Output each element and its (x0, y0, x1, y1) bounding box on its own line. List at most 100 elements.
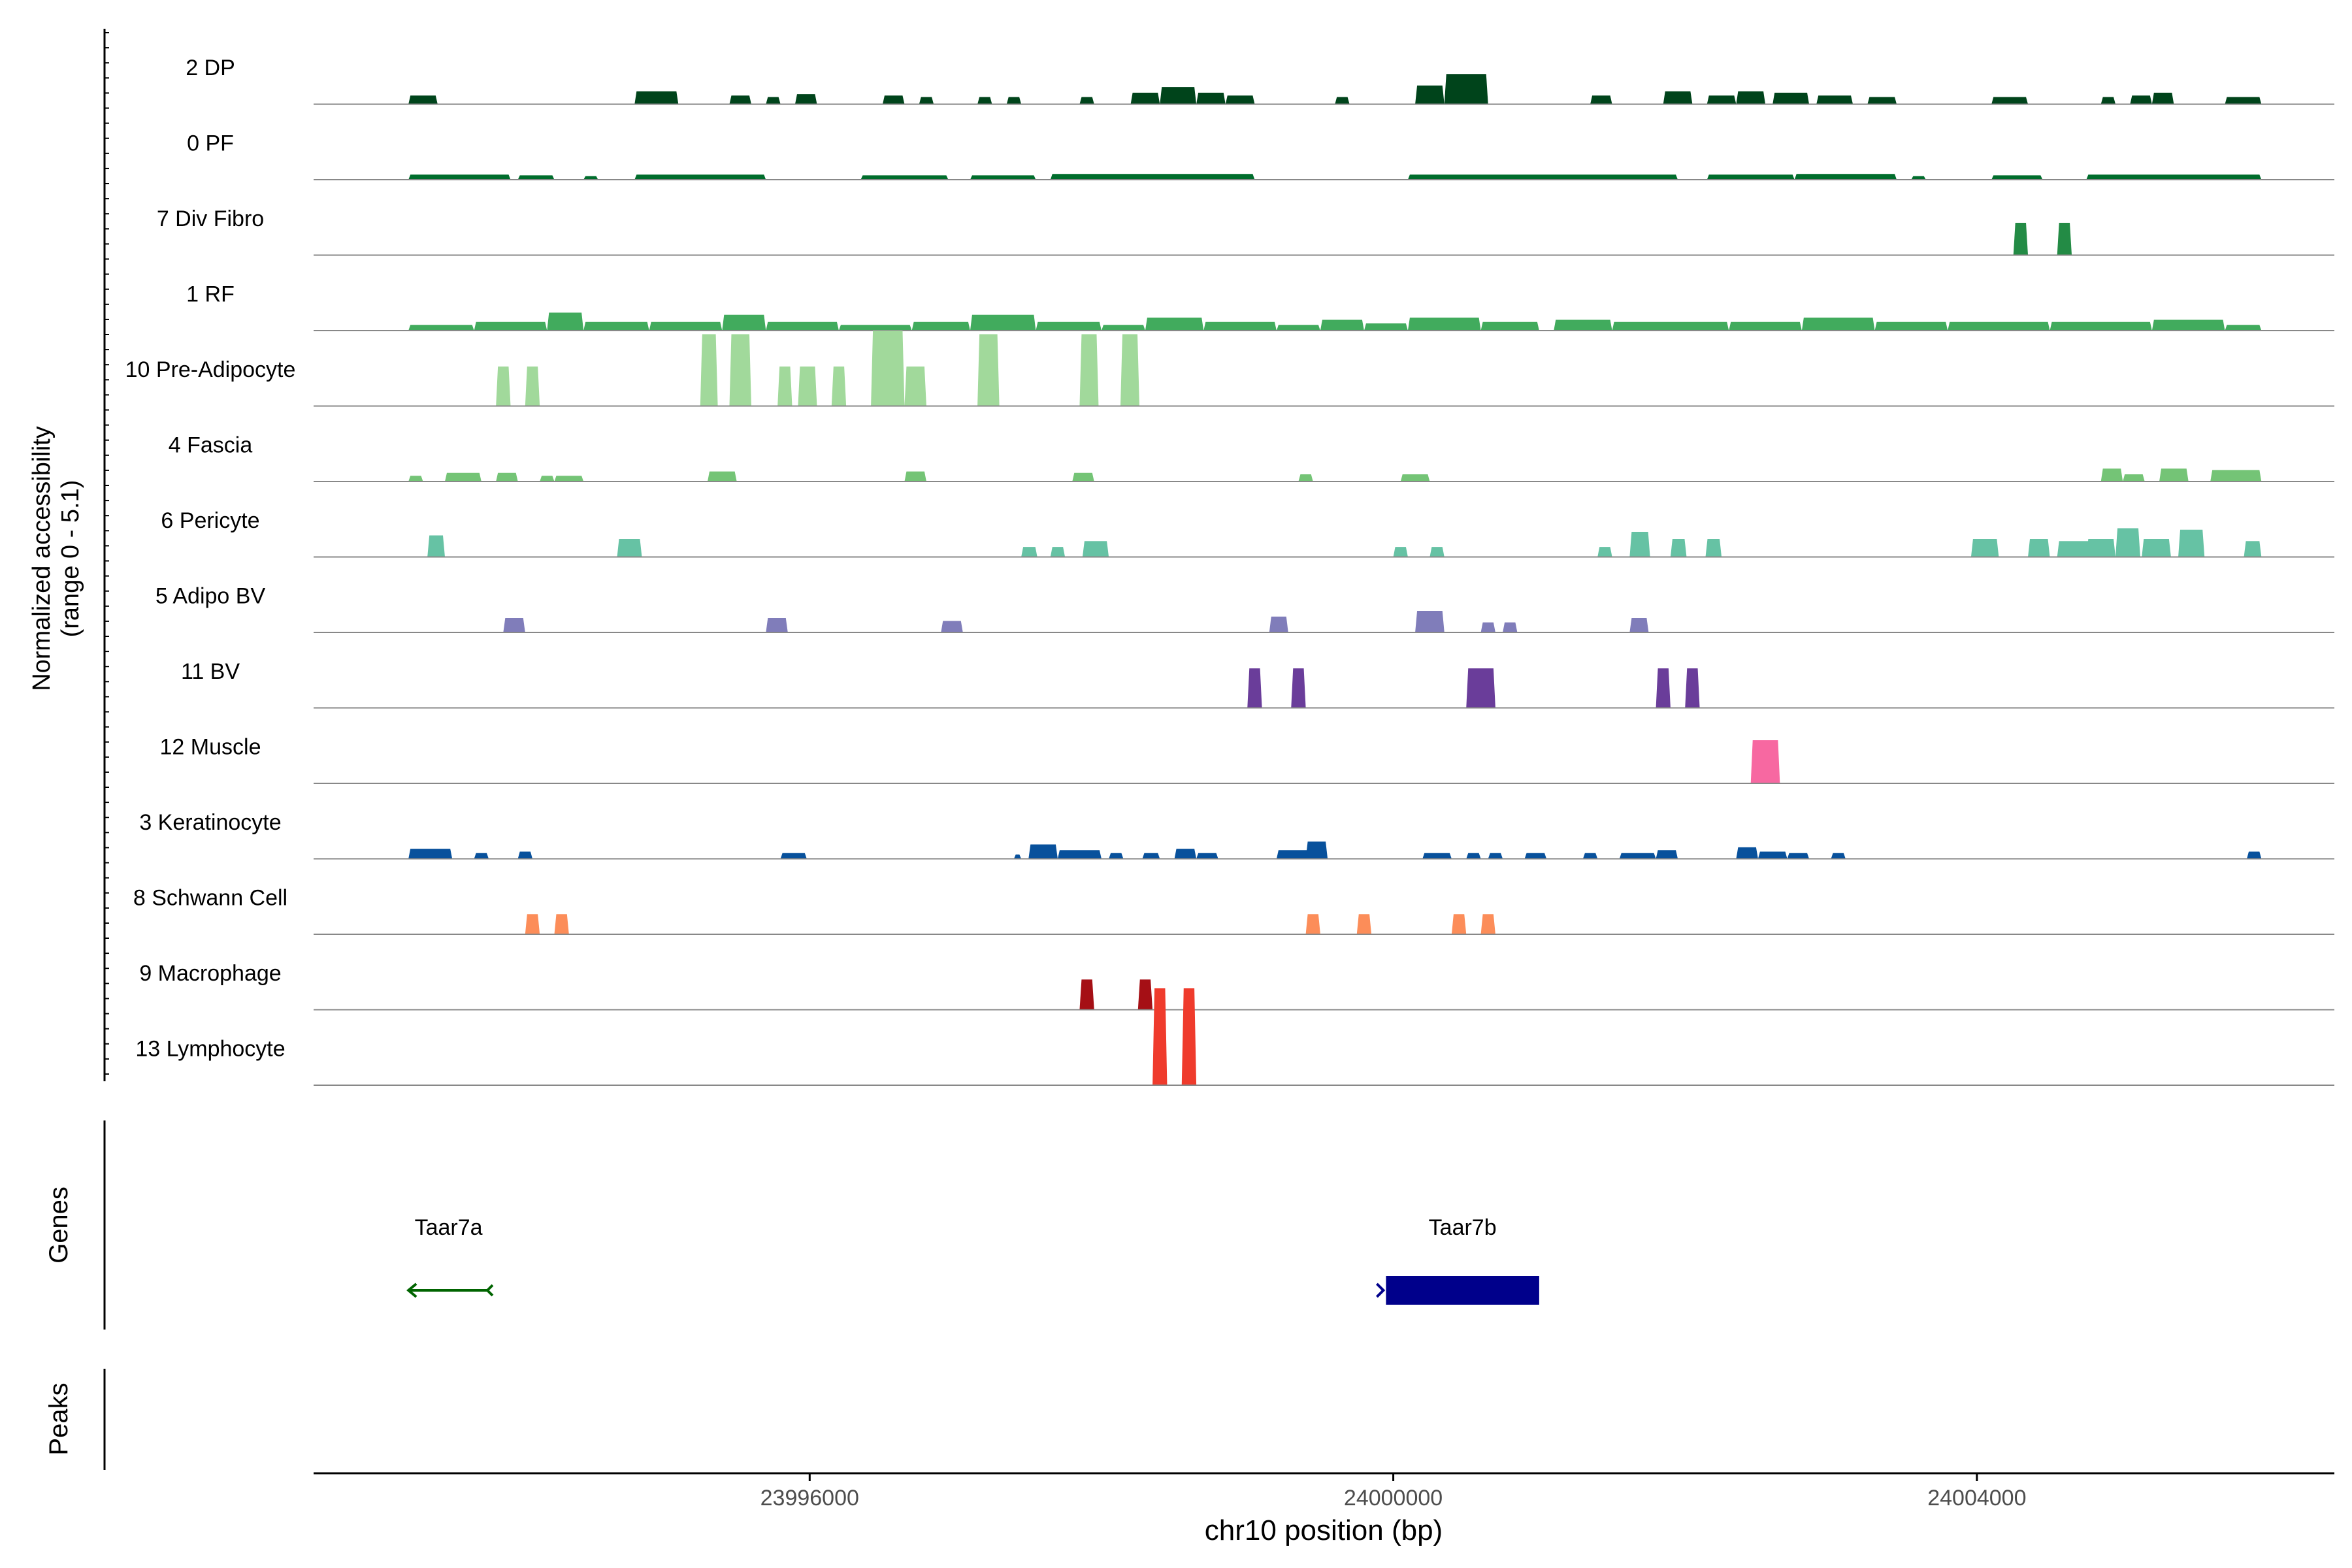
coverage-peak (1656, 668, 1671, 708)
coverage-peak (634, 174, 766, 180)
coverage-peak (1407, 174, 1678, 180)
coverage-peak (2028, 539, 2050, 557)
coverage-peak (2123, 474, 2145, 482)
coverage-peak (1729, 321, 1802, 331)
coverage-peak (1082, 541, 1109, 557)
coverage-peak (766, 618, 788, 632)
track-6-pericyte: 6 Pericyte (161, 508, 2334, 558)
coverage-peak (1772, 92, 1810, 105)
coverage-peak (1750, 740, 1780, 783)
coverage-peak (970, 314, 1036, 331)
x-axis-label: chr10 position (bp) (1205, 1514, 1443, 1546)
coverage-peak (1707, 174, 1795, 180)
coverage-peak (408, 95, 438, 105)
coverage-peak (1480, 622, 1495, 632)
coverage-peak (2115, 528, 2140, 557)
coverage-peak (838, 325, 912, 331)
gene-taar7b: Taar7b (1375, 1215, 1539, 1305)
coverage-peak (2159, 468, 2189, 482)
coverage-peak (1057, 850, 1102, 859)
coverage-peak (1152, 988, 1168, 1085)
coverage-peak (1480, 321, 1539, 331)
coverage-peak (583, 176, 598, 180)
track-label: 11 BV (181, 659, 240, 684)
coverage-peak (766, 321, 839, 331)
coverage-peak (1137, 979, 1153, 1010)
coverage-peak (860, 175, 949, 180)
coverage-peak (1991, 97, 2029, 105)
coverage-peak (1160, 87, 1197, 105)
coverage-peak (2057, 541, 2094, 557)
coverage-peak (1422, 853, 1452, 859)
coverage-peak (1466, 668, 1495, 708)
track-4-fascia: 4 Fascia (169, 433, 2334, 482)
gene-end-mark (485, 1284, 494, 1297)
track-label: 7 Div Fibro (157, 206, 264, 231)
coverage-peak (2086, 539, 2116, 557)
coverage-peak (729, 95, 751, 105)
coverage-peak (1276, 850, 1313, 859)
coverage-peak (904, 367, 926, 406)
coverage-peak (919, 97, 934, 105)
coverage-peak (1619, 853, 1656, 859)
coverage-peak (777, 367, 792, 406)
x-tick-label: 23996000 (760, 1486, 859, 1511)
track-8-schwann-cell: 8 Schwann Cell (133, 886, 2334, 935)
coverage-peak (1079, 979, 1094, 1010)
track-12-muscle: 12 Muscle (160, 735, 2334, 784)
track-11-bv: 11 BV (181, 659, 2334, 709)
coverage-peak (2013, 223, 2029, 255)
coverage-peak (1612, 321, 1729, 331)
coverage-peak (427, 535, 445, 557)
coverage-peak (2225, 325, 2262, 331)
coverage-tracks: 2 DP 0 PF 7 Div Fibro 1 RF 10 Pre-Adipocyte 4… (125, 56, 2334, 1086)
coverage-peak (1079, 334, 1099, 406)
coverage-peak (1991, 175, 2043, 180)
coverage-peak (1120, 334, 1139, 406)
coverage-peak (707, 471, 737, 482)
coverage-peak (1629, 532, 1650, 557)
coverage-peak (1590, 95, 1612, 105)
coverage-peak (634, 91, 679, 105)
track-5-adipo-bv: 5 Adipo BV (155, 584, 2334, 633)
coverage-peak (1407, 318, 1481, 331)
coverage-peak (1320, 319, 1364, 331)
coverage-peak (1364, 323, 1408, 331)
track-label: 4 Fascia (169, 433, 253, 458)
coverage-peak (729, 334, 751, 406)
coverage-peak (831, 367, 847, 406)
gene-annotations: Taar7a Taar7b (406, 1215, 1539, 1305)
coverage-peak (547, 312, 584, 331)
coverage-peak (2057, 223, 2072, 255)
gene-label: Taar7a (415, 1215, 483, 1240)
track-label: 8 Schwann Cell (133, 886, 287, 911)
coverage-peak (700, 334, 718, 406)
coverage-peak (1801, 318, 1875, 331)
coverage-peak (1670, 539, 1687, 557)
coverage-peak (1291, 668, 1306, 708)
track-label: 6 Pericyte (161, 508, 259, 533)
x-tick-label: 24004000 (1927, 1486, 2026, 1511)
coverage-peak (1181, 988, 1197, 1085)
coverage-peak (1794, 174, 1897, 180)
coverage-peak (1831, 853, 1846, 859)
coverage-peak (1028, 844, 1058, 859)
coverage-peak (2086, 174, 2262, 180)
track-label: 12 Muscle (160, 735, 261, 760)
track-label: 9 Macrophage (139, 961, 281, 986)
track-label: 5 Adipo BV (155, 584, 266, 609)
gene-strand-arrow (1375, 1282, 1386, 1298)
track-label: 0 PF (187, 131, 234, 156)
coverage-peak (2247, 851, 2262, 859)
coverage-peak (798, 367, 817, 406)
coverage-peak (1276, 325, 1320, 331)
coverage-peak (1582, 853, 1598, 859)
coverage-peak (1911, 176, 1926, 180)
coverage-peak (408, 325, 474, 331)
coverage-peak (1203, 321, 1277, 331)
coverage-peak (1444, 74, 1488, 105)
coverage-peak (1429, 547, 1445, 557)
y-axis-label-line-1: Normalized accessibility (28, 426, 56, 691)
coverage-peak (540, 476, 555, 482)
